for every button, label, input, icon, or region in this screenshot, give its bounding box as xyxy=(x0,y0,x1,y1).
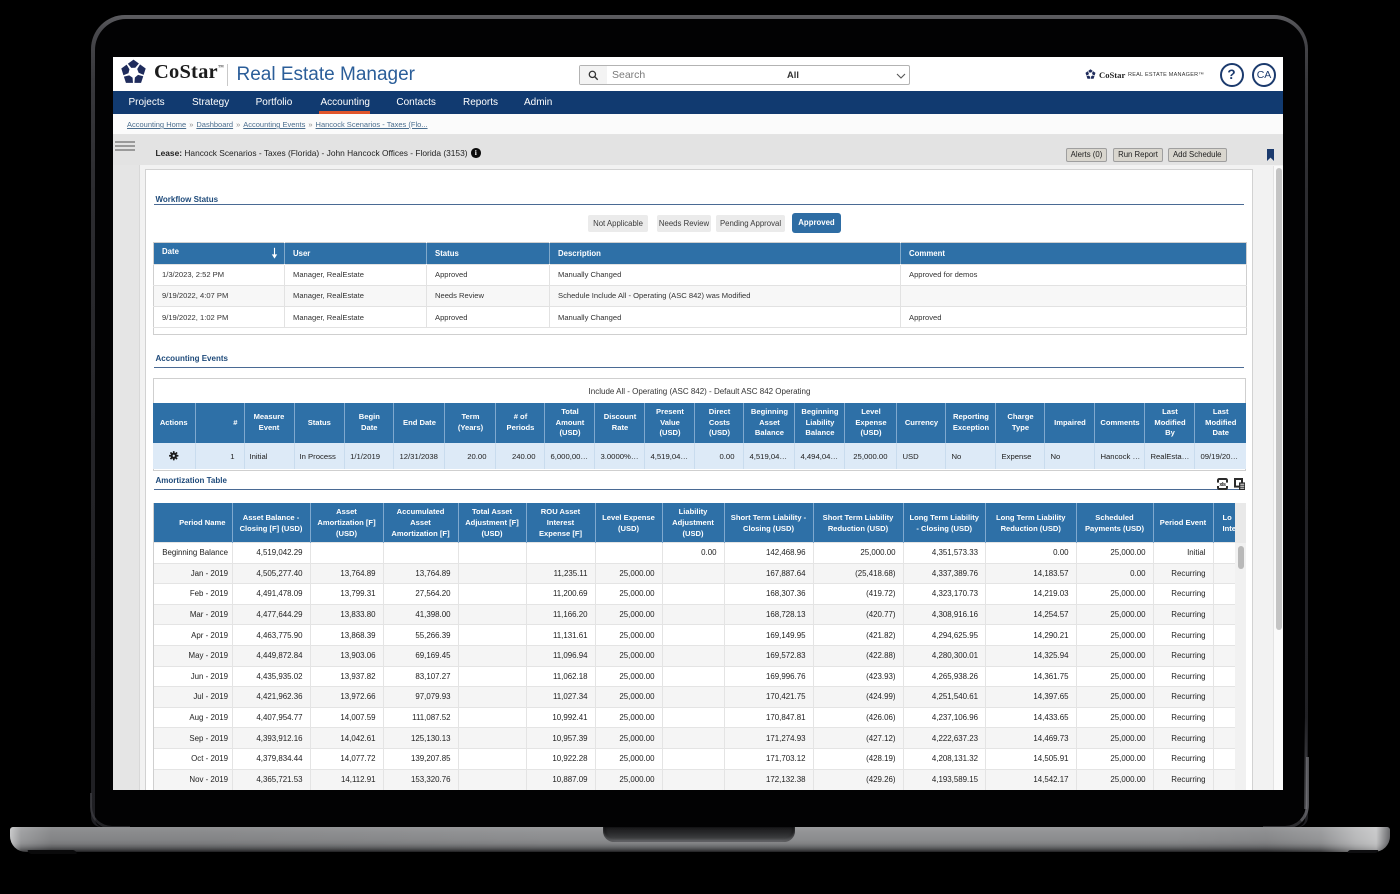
svg-text:xls: xls xyxy=(1219,482,1226,488)
